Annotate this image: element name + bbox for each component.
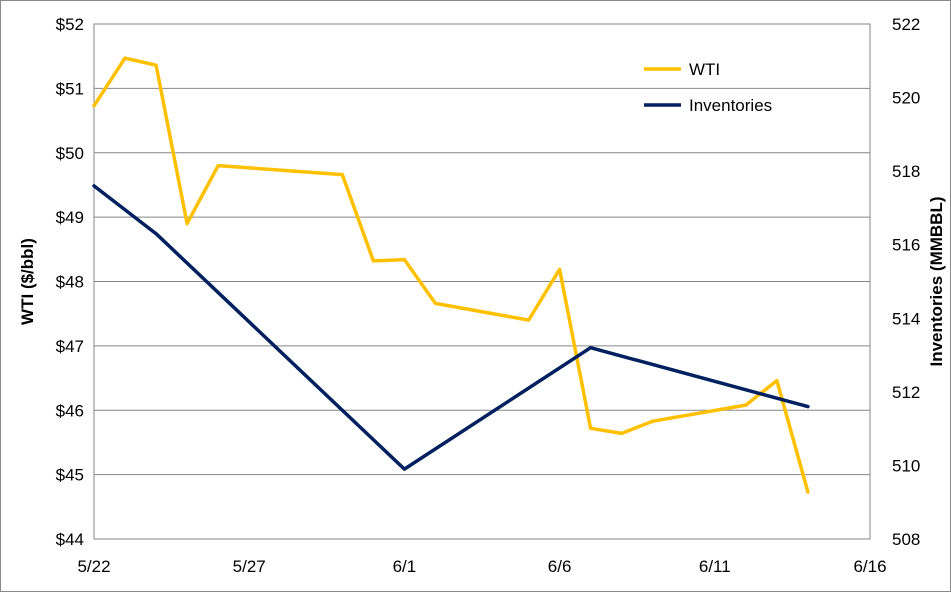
x-tick-label: 6/6 (548, 557, 572, 576)
y-left-tick-label: $46 (56, 401, 84, 420)
legend: WTI Inventories (644, 60, 772, 115)
y-right-tick-label: 520 (892, 89, 920, 108)
y-axis-right-title: Inventories (MMBBL) (927, 197, 946, 367)
y-right-tick-label: 518 (892, 162, 920, 181)
y-right-tick-label: 512 (892, 383, 920, 402)
y-axis-left-title: WTI ($/bbl) (18, 238, 37, 325)
y-right-tick-label: 514 (892, 309, 920, 328)
y-left-tick-label: $45 (56, 466, 84, 485)
x-tick-label: 5/27 (233, 557, 266, 576)
x-tick-label: 6/1 (393, 557, 417, 576)
gridlines (94, 87, 870, 476)
x-tick-label: 5/22 (77, 557, 110, 576)
y-left-tick-label: $51 (56, 79, 84, 98)
y-right-tick-label: 516 (892, 236, 920, 255)
x-tick-label: 6/16 (853, 557, 886, 576)
legend-label-inventories: Inventories (689, 96, 772, 115)
y-left-tick-label: $50 (56, 144, 84, 163)
y-left-tick-label: $44 (56, 530, 84, 549)
series-line-wti (92, 56, 810, 494)
y-right-tick-label: 510 (892, 456, 920, 475)
y-axis-right-ticks: 508 510 512 514 516 518 520 522 (892, 15, 920, 549)
y-left-tick-label: $47 (56, 337, 84, 356)
series-line-inventories (92, 184, 810, 471)
y-right-tick-label: 522 (892, 15, 920, 34)
y-left-tick-label: $48 (56, 273, 84, 292)
y-left-tick-label: $52 (56, 15, 84, 34)
y-right-tick-label: 508 (892, 530, 920, 549)
series-layer (92, 56, 810, 494)
x-tick-label: 6/11 (699, 557, 731, 576)
y-left-tick-label: $49 (56, 208, 84, 227)
legend-label-wti: WTI (689, 60, 720, 79)
x-axis-ticks: 5/22 5/27 6/1 6/6 6/11 6/16 (77, 557, 886, 576)
y-axis-left-ticks: $44 $45 $46 $47 $48 $49 $50 $51 $52 (56, 15, 84, 549)
